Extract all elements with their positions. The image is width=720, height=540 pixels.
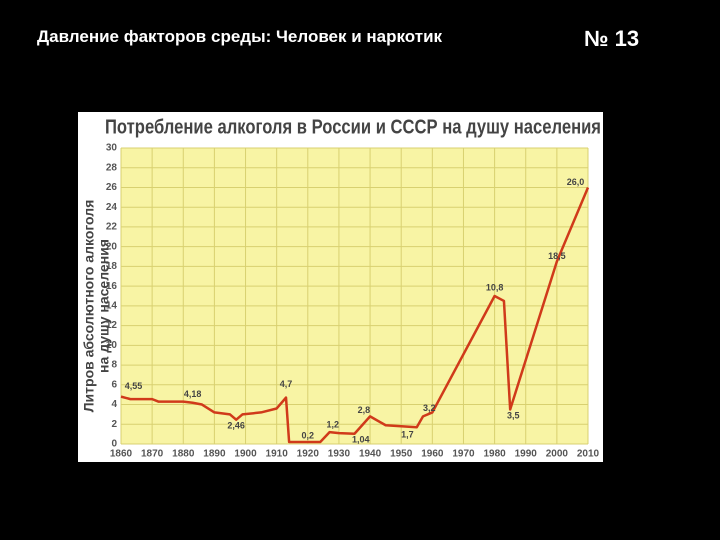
annotation: 1,7 <box>401 429 414 439</box>
x-tick-label: 1860 <box>110 449 133 460</box>
data-line <box>120 186 590 444</box>
y-tick-label: 2 <box>111 419 117 430</box>
y-axis-label: Литров абсолютного алкоголя <box>81 200 97 413</box>
annotation: 4,7 <box>280 379 293 389</box>
x-tick-label: 1900 <box>234 449 257 460</box>
x-tick-label: 1960 <box>421 449 444 460</box>
plot-area <box>121 148 588 444</box>
x-tick-label: 2010 <box>577 449 600 460</box>
y-tick-label: 30 <box>106 143 118 154</box>
x-tick-label: 1910 <box>266 449 289 460</box>
y-tick-label: 14 <box>106 301 118 312</box>
y-tick-label: 22 <box>106 222 118 233</box>
y-tick-label: 28 <box>106 162 118 173</box>
y-tick-label: 12 <box>106 320 118 331</box>
y-tick-label: 18 <box>106 261 118 272</box>
slide-number: № 13 <box>584 26 640 51</box>
y-tick-label: 6 <box>111 379 117 390</box>
y-tick-label: 10 <box>106 340 118 351</box>
y-tick-label: 4 <box>111 399 117 410</box>
annotation: 4,18 <box>184 389 202 399</box>
x-tick-label: 1890 <box>203 449 226 460</box>
chart: Потребление алкоголя в России и СССР на … <box>78 112 603 462</box>
annotation: 3,2 <box>423 403 436 413</box>
slide-title: Давление факторов среды: Человек и нарко… <box>37 27 443 46</box>
annotation: 26,0 <box>567 177 585 187</box>
annotation: 1,04 <box>352 434 370 444</box>
y-tick-label: 26 <box>106 182 118 193</box>
x-tick-label: 1970 <box>452 449 475 460</box>
annotation: 4,55 <box>125 381 143 391</box>
annotation: 10,8 <box>486 282 504 292</box>
annotation: 3,5 <box>507 411 520 421</box>
annotation: 2,46 <box>227 421 245 431</box>
y-tick-label: 8 <box>111 360 117 371</box>
annotation: 0,2 <box>302 430 315 440</box>
y-tick-label: 24 <box>106 202 118 213</box>
x-tick-label: 1870 <box>141 449 164 460</box>
x-tick-label: 1930 <box>328 449 351 460</box>
y-tick-label: 20 <box>106 241 118 252</box>
y-axis-label: на душу населения <box>96 239 112 373</box>
annotation: 2,8 <box>358 405 371 415</box>
chart-title: Потребление алкоголя в России и СССР на … <box>105 116 601 138</box>
x-tick-label: 2000 <box>546 449 569 460</box>
x-tick-label: 1940 <box>359 449 382 460</box>
annotation: 18,5 <box>548 251 566 261</box>
x-tick-label: 1880 <box>172 449 195 460</box>
x-tick-label: 1990 <box>515 449 538 460</box>
annotation: 1,2 <box>326 420 339 430</box>
y-tick-label: 0 <box>111 439 117 450</box>
x-tick-label: 1950 <box>390 449 413 460</box>
x-tick-label: 1920 <box>297 449 320 460</box>
x-tick-label: 1980 <box>483 449 506 460</box>
y-tick-label: 16 <box>106 281 118 292</box>
